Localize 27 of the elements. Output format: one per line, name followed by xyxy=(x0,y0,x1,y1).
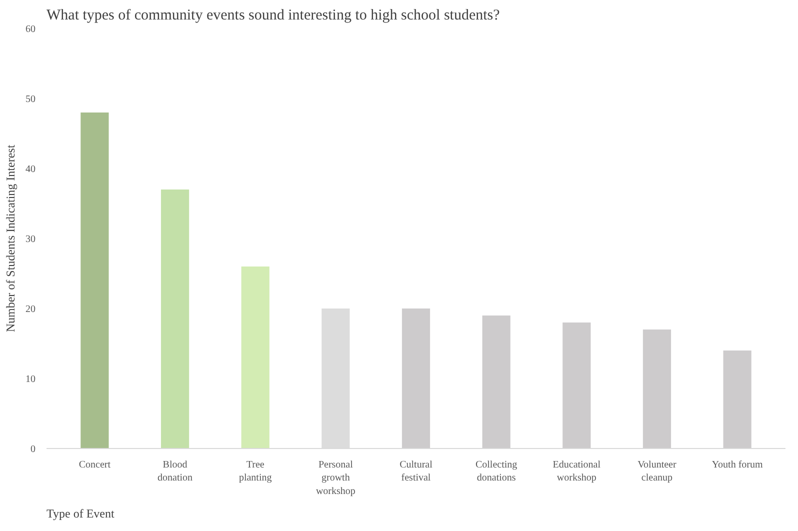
bar xyxy=(160,190,190,448)
bar xyxy=(402,308,430,448)
x-tick-label: Cultural festival xyxy=(400,460,433,484)
y-tick-label: 0 xyxy=(30,444,36,455)
bar xyxy=(562,322,591,448)
x-tick-label: Collecting donations xyxy=(475,460,518,484)
y-tick-label: 60 xyxy=(26,24,36,35)
x-tick-label: Concert xyxy=(78,460,111,470)
x-tick-label: Tree planting xyxy=(238,460,272,484)
y-tick-label: 30 xyxy=(26,234,36,245)
bar xyxy=(723,350,752,448)
x-tick-label: Educational workshop xyxy=(552,460,601,484)
x-tick-label: Blood donation xyxy=(158,460,193,484)
x-tick-label: Volunteer cleanup xyxy=(638,460,677,484)
x-tick-label: Youth forum xyxy=(712,460,763,470)
y-tick-label: 10 xyxy=(26,374,36,385)
x-tick-label: Personal growth workshop xyxy=(316,460,356,497)
y-tick-label: 20 xyxy=(26,304,36,315)
y-tick-label: 50 xyxy=(26,94,36,105)
bar xyxy=(642,330,672,448)
bar xyxy=(241,266,270,448)
x-axis-title: Type of Event xyxy=(46,506,115,520)
y-tick-label: 40 xyxy=(26,164,36,175)
chart-title: What types of community events sound interesting to high school students? xyxy=(46,8,500,24)
bar xyxy=(482,316,510,448)
bar xyxy=(80,112,109,448)
y-axis-title: Number of Students Indicating Interest xyxy=(4,144,18,332)
